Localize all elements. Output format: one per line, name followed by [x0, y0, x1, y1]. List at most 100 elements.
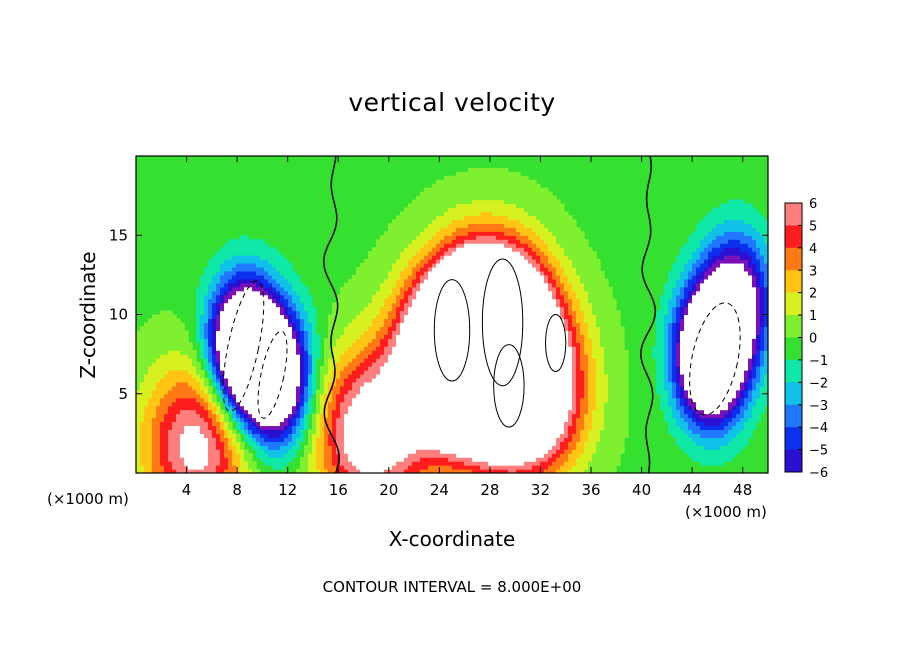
field-cell	[252, 405, 257, 411]
field-cell	[472, 266, 477, 272]
field-cell	[256, 274, 261, 280]
field-cell	[152, 334, 157, 339]
field-cell	[492, 425, 497, 431]
field-cell	[476, 350, 481, 355]
field-cell	[356, 282, 361, 288]
field-cell	[480, 255, 485, 260]
field-cell	[268, 389, 273, 395]
field-cell	[424, 429, 429, 434]
field-cell	[268, 278, 273, 284]
field-cell	[320, 389, 325, 395]
field-cell	[392, 433, 397, 438]
field-cell	[376, 366, 381, 371]
field-cell	[240, 377, 245, 383]
field-cell	[316, 413, 321, 419]
field-cell	[296, 294, 301, 300]
field-cell	[460, 350, 465, 355]
field-cell	[296, 409, 301, 415]
field-cell	[272, 326, 277, 331]
field-cell	[480, 199, 485, 205]
field-cell	[268, 314, 273, 320]
field-cell	[428, 223, 433, 228]
field-cell	[464, 429, 469, 434]
field-cell	[148, 409, 153, 415]
field-cell	[436, 278, 441, 284]
field-cell	[216, 465, 221, 470]
field-cell	[484, 195, 489, 201]
field-cell	[468, 306, 473, 312]
field-cell	[488, 334, 493, 339]
field-cell	[340, 350, 345, 355]
field-cell	[448, 405, 453, 411]
field-cell	[396, 243, 401, 248]
field-cell	[452, 362, 457, 367]
field-cell	[476, 211, 481, 217]
field-cell	[484, 322, 489, 327]
field-cell	[188, 397, 193, 403]
field-cell	[404, 306, 409, 312]
field-cell	[352, 358, 357, 363]
field-cell	[236, 262, 241, 268]
field-cell	[480, 381, 485, 387]
field-cell	[464, 373, 469, 379]
field-cell	[388, 310, 393, 316]
field-cell	[184, 461, 189, 466]
field-cell	[156, 318, 161, 324]
field-cell	[376, 314, 381, 320]
field-cell	[164, 373, 169, 379]
field-cell	[396, 457, 401, 462]
field-cell	[348, 278, 353, 284]
field-cell	[460, 401, 465, 407]
field-cell	[448, 401, 453, 407]
field-cell	[440, 465, 445, 470]
field-cell	[436, 393, 441, 399]
field-cell	[328, 453, 333, 458]
field-cell	[484, 298, 489, 304]
field-cell	[408, 358, 413, 363]
field-cell	[288, 294, 293, 300]
field-cell	[396, 433, 401, 438]
field-cell	[400, 314, 405, 320]
field-cell	[204, 385, 209, 391]
field-cell	[396, 350, 401, 355]
field-cell	[452, 282, 457, 288]
field-cell	[284, 282, 289, 288]
field-cell	[412, 389, 417, 395]
field-cell	[340, 318, 345, 324]
field-cell	[148, 405, 153, 411]
field-cell	[416, 445, 421, 450]
field-cell	[400, 251, 405, 256]
field-cell	[448, 429, 453, 434]
field-cell	[384, 255, 389, 260]
field-cell	[452, 425, 457, 431]
field-cell	[188, 445, 193, 450]
field-cell	[388, 377, 393, 383]
field-cell	[272, 338, 277, 343]
field-cell	[188, 421, 193, 427]
field-cell	[268, 449, 273, 454]
field-cell	[416, 199, 421, 205]
field-cell	[264, 441, 269, 446]
field-cell	[340, 429, 345, 434]
field-cell	[316, 457, 321, 462]
field-cell	[260, 409, 265, 415]
field-cell	[492, 231, 497, 236]
field-cell	[456, 334, 461, 339]
field-cell	[440, 397, 445, 403]
field-cell	[440, 425, 445, 431]
field-cell	[160, 429, 165, 434]
field-cell	[232, 417, 237, 423]
field-cell	[492, 270, 497, 276]
field-cell	[228, 286, 233, 292]
field-cell	[336, 429, 341, 434]
field-cell	[440, 342, 445, 347]
field-cell	[404, 401, 409, 407]
field-cell	[412, 401, 417, 407]
field-cell	[408, 417, 413, 423]
field-cell	[384, 433, 389, 438]
field-cell	[228, 401, 233, 407]
field-cell	[456, 175, 461, 181]
field-cell	[496, 310, 501, 316]
field-cell	[448, 397, 453, 403]
field-cell	[424, 203, 429, 209]
